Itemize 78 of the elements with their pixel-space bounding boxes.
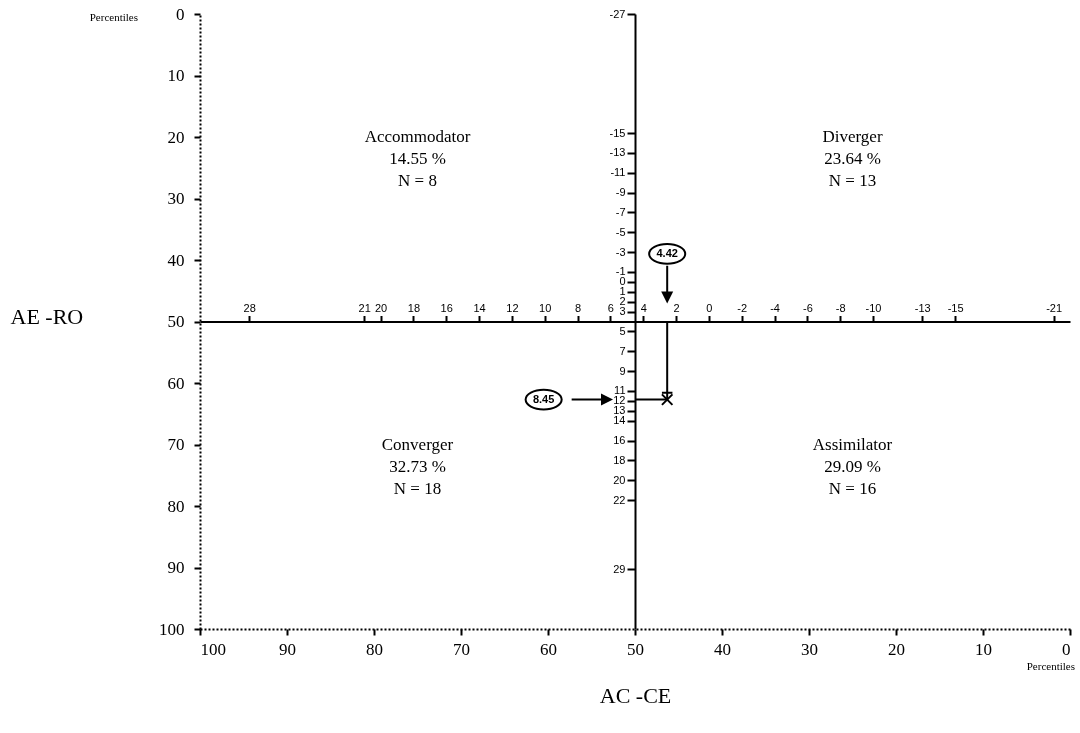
y2-tick-label: 9: [619, 364, 626, 377]
x2-tick-label: 16: [440, 302, 453, 314]
x-tick-label: 60: [540, 639, 557, 659]
x2-tick-label: 12: [506, 302, 519, 314]
x2-tick-label: 21: [358, 302, 371, 314]
y2-tick-label: 1: [619, 285, 626, 298]
y-tick-label: 30: [167, 189, 185, 208]
y-tick-label: 0: [176, 4, 185, 24]
y2-tick-label: -5: [615, 225, 626, 238]
y2-tick-label: 0: [619, 275, 626, 288]
y2-tick-label: -1: [615, 265, 626, 278]
y-tick-label: 10: [167, 66, 185, 85]
y2-tick-label: 22: [613, 493, 626, 506]
x2-tick-label: -6: [802, 302, 813, 314]
annotation: 8.45: [532, 392, 555, 405]
y-tick-label: 20: [167, 127, 185, 147]
y-tick-label: 100: [159, 619, 185, 639]
y2-tick-label: 12: [613, 394, 626, 407]
y2-tick-label: -3: [615, 245, 626, 258]
y2-tick-label: 29: [613, 562, 626, 575]
y-axis-title: AE -RO: [10, 304, 84, 329]
x-tick-label: 90: [279, 639, 296, 659]
x-tick-label: 20: [888, 639, 905, 659]
text: Percentiles: [89, 11, 138, 23]
annotation: Accommodator 14.55 % N = 8: [364, 127, 471, 190]
x2-tick-label: -10: [865, 302, 882, 314]
x-tick-label: 70: [453, 639, 470, 659]
x2-tick-label: 20: [374, 302, 388, 314]
y2-tick-label: 11: [614, 384, 626, 397]
x2-tick-label: -8: [835, 302, 846, 314]
x-tick-label: 0: [1062, 639, 1071, 659]
y-tick-label: 60: [167, 373, 185, 393]
x2-tick-label: 8: [574, 302, 582, 314]
x2-tick-label: 10: [539, 302, 552, 314]
y2-tick-label: 18: [613, 453, 626, 466]
y2-tick-label: 5: [619, 324, 626, 337]
y2-tick-label: 20: [613, 473, 626, 486]
x-tick-label: 30: [801, 639, 818, 659]
x-tick-label: 80: [366, 639, 383, 659]
annotation: Assimilator 29.09 % N = 16: [812, 434, 893, 498]
x2-tick-label: 6: [607, 302, 614, 314]
text: Percentiles: [1026, 660, 1075, 672]
x2-tick-label: 0: [706, 302, 713, 314]
y-tick-label: 70: [167, 435, 185, 454]
x2-tick-label: 14: [473, 302, 486, 314]
x2-tick-label: -4: [770, 302, 780, 314]
y-tick-label: 90: [167, 558, 185, 577]
x2-tick-label: -15: [947, 302, 964, 314]
annotation: 4.42: [656, 246, 678, 259]
annotation: Diverger 23.64 % N = 13: [822, 127, 883, 190]
y2-tick-label: 16: [613, 434, 626, 447]
x-tick-label: 50: [627, 639, 644, 659]
x-axis-title: AC -CE: [599, 682, 672, 708]
y2-tick-label: 7: [619, 344, 626, 357]
x-tick-label: 40: [714, 639, 731, 659]
y2-tick-label: -15: [609, 126, 626, 139]
y2-tick-label: -13: [609, 146, 626, 159]
x2-tick-label: 2: [673, 302, 680, 314]
y2-tick-label: -9: [615, 186, 626, 199]
x-tick-label: 100: [200, 639, 226, 659]
y2-tick-label: -11: [610, 166, 626, 179]
y2-tick-label: -27: [609, 7, 626, 20]
y2-tick-label: -7: [615, 205, 626, 218]
x2-tick-label: 28: [243, 302, 256, 314]
x2-tick-label: -2: [737, 302, 748, 314]
y2-tick-label: 2: [619, 295, 626, 308]
x2-tick-label: 4: [640, 302, 647, 314]
y-tick-label: 50: [167, 312, 185, 331]
y-tick-label: 40: [167, 250, 185, 270]
y2-tick-label: 3: [619, 305, 626, 318]
y-tick-label: 80: [167, 496, 185, 516]
x2-tick-label: -21: [1046, 302, 1063, 314]
annotation: Converger 32.73 % N = 18: [381, 434, 454, 498]
x2-tick-label: -13: [914, 302, 931, 314]
y2-tick-label: 13: [613, 404, 626, 417]
x2-tick-label: 18: [407, 302, 421, 314]
y2-tick-label: 14: [613, 414, 626, 427]
x-tick-label: 10: [975, 639, 992, 659]
